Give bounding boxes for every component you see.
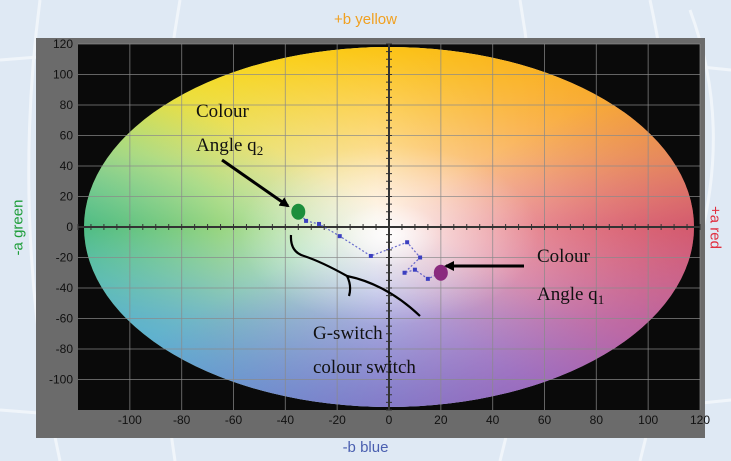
trail-point bbox=[402, 270, 407, 275]
annot1-line2: Angle q1 bbox=[537, 284, 604, 307]
tick-labels: -100 -80 -60 -40 -20 0 20 40 60 80 100 120 120 100 80 6… bbox=[49, 37, 710, 427]
x-tick-label: 100 bbox=[638, 413, 658, 427]
annotation-colour-angle-2: Colour Angle q2 bbox=[196, 101, 290, 208]
x-tick-label: 40 bbox=[486, 413, 500, 427]
axis-title-blue: -b blue bbox=[342, 439, 389, 456]
annotation-g-switch: G-switch colour switch bbox=[289, 234, 421, 378]
g-switch-brace bbox=[289, 234, 421, 317]
trail-point bbox=[304, 218, 309, 223]
y-tick-label: -80 bbox=[56, 342, 74, 356]
arrow-to-green-point bbox=[221, 158, 290, 208]
x-tick-label: 0 bbox=[386, 413, 393, 427]
x-tick-label: 20 bbox=[434, 413, 448, 427]
trail bbox=[297, 211, 442, 281]
g-switch-line1: G-switch bbox=[313, 323, 383, 344]
trail-point bbox=[405, 240, 410, 245]
y-tick-label: 0 bbox=[66, 220, 73, 234]
y-tick-label: -40 bbox=[56, 281, 74, 295]
x-tick-label: 120 bbox=[690, 413, 710, 427]
y-tick-label: -60 bbox=[56, 312, 74, 326]
x-tick-label: -20 bbox=[328, 413, 346, 427]
annot2-line2: Angle q2 bbox=[196, 135, 263, 158]
trail-point bbox=[337, 234, 342, 239]
trail-point bbox=[412, 267, 417, 272]
x-tick-label: -100 bbox=[118, 413, 142, 427]
green-point bbox=[291, 203, 306, 220]
x-tick-label: -40 bbox=[277, 413, 295, 427]
y-tick-label: -100 bbox=[49, 373, 73, 387]
annot1-line1: Colour bbox=[537, 246, 590, 267]
x-tick-label: 60 bbox=[538, 413, 552, 427]
trail-point bbox=[368, 253, 373, 258]
trail-point bbox=[425, 276, 430, 281]
y-tick-label: -20 bbox=[56, 251, 74, 265]
y-tick-label: 20 bbox=[60, 190, 74, 204]
x-tick-label: -60 bbox=[225, 413, 243, 427]
y-tick-label: 120 bbox=[53, 37, 73, 51]
g-switch-line2: colour switch bbox=[313, 357, 416, 378]
x-tick-label: -80 bbox=[173, 413, 191, 427]
trail-point bbox=[317, 221, 322, 226]
y-tick-label: 60 bbox=[60, 129, 74, 143]
axis-title-yellow: +b yellow bbox=[334, 11, 397, 28]
x-tick-label: 80 bbox=[590, 413, 604, 427]
annotation-colour-angle-1: Colour Angle q1 bbox=[444, 246, 604, 307]
y-tick-label: 80 bbox=[60, 98, 74, 112]
y-tick-label: 100 bbox=[53, 68, 73, 82]
magenta-point bbox=[433, 264, 448, 281]
axes bbox=[77, 43, 701, 411]
y-tick-label: 40 bbox=[60, 159, 74, 173]
trail-point bbox=[418, 255, 423, 260]
annot2-line1: Colour bbox=[196, 101, 249, 122]
